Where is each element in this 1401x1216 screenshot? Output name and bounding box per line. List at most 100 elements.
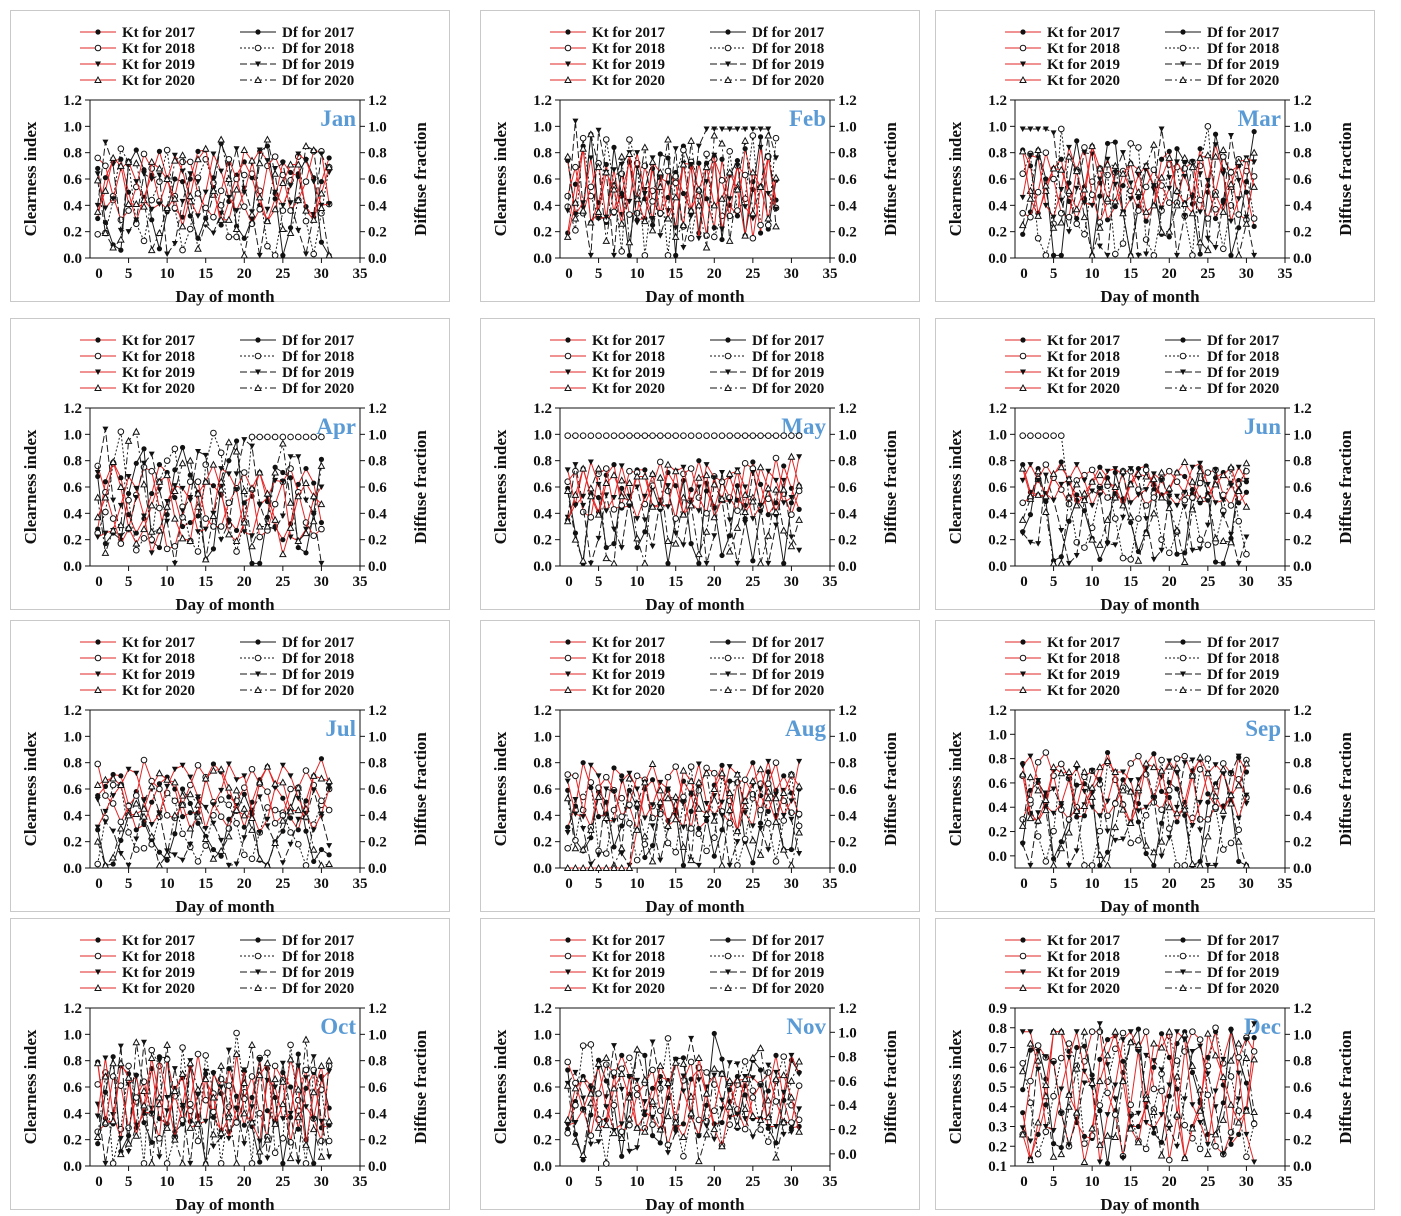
point-kt-2017 bbox=[1174, 1086, 1180, 1092]
x-tick-label: 15 bbox=[1123, 876, 1138, 892]
series-kt-2018 bbox=[564, 759, 803, 832]
point-df-2018 bbox=[579, 1042, 587, 1049]
point-kt-2020 bbox=[1180, 199, 1189, 208]
point-df-2020 bbox=[1096, 1140, 1104, 1148]
point-kt-2018 bbox=[764, 1069, 772, 1076]
point-df-2019 bbox=[1073, 552, 1080, 559]
series-kt-2019 bbox=[564, 758, 803, 831]
point-df-2017 bbox=[1135, 819, 1142, 825]
y-right-tick-label: 1.2 bbox=[1293, 401, 1312, 417]
point-df-2020 bbox=[1096, 850, 1104, 858]
point-kt-2017 bbox=[326, 155, 332, 161]
y-left-tick-label: 1.2 bbox=[533, 93, 552, 109]
point-df-2017 bbox=[210, 546, 217, 552]
y-right-tick-label: 1.0 bbox=[368, 1027, 387, 1043]
point-kt-2019 bbox=[703, 462, 710, 468]
point-kt-2019 bbox=[164, 783, 171, 790]
point-df-2020 bbox=[155, 526, 164, 534]
point-kt-2020 bbox=[795, 481, 803, 489]
point-kt-2017 bbox=[1212, 215, 1219, 222]
point-kt-2020 bbox=[718, 194, 726, 202]
month-label: Aug bbox=[785, 716, 826, 741]
point-df-2020 bbox=[147, 1159, 156, 1167]
legend-kt-label: Kt for 2019 bbox=[592, 965, 665, 981]
point-df-2019 bbox=[318, 151, 325, 157]
point-kt-2020 bbox=[1219, 471, 1228, 479]
point-df-2018 bbox=[610, 432, 618, 439]
point-kt-2020 bbox=[147, 1053, 156, 1062]
point-df-2018 bbox=[271, 1149, 279, 1157]
point-kt-2017 bbox=[133, 827, 139, 833]
point-kt-2019 bbox=[1150, 795, 1157, 801]
point-kt-2018 bbox=[687, 825, 695, 832]
y-right-tick-label: 1.0 bbox=[838, 119, 857, 135]
y-left-tick-label: 0.2 bbox=[988, 533, 1007, 549]
point-kt-2020 bbox=[124, 199, 133, 208]
point-kt-2019 bbox=[1112, 1082, 1119, 1089]
legend-kt-marker bbox=[95, 61, 101, 67]
point-kt-2018 bbox=[1019, 816, 1027, 823]
point-kt-2019 bbox=[1135, 172, 1142, 179]
point-kt-2020 bbox=[178, 1069, 187, 1077]
point-kt-2019 bbox=[1197, 209, 1204, 215]
point-df-2019 bbox=[1058, 1110, 1065, 1117]
x-tick-label: 25 bbox=[745, 266, 760, 282]
point-kt-2019 bbox=[757, 1083, 764, 1089]
point-kt-2019 bbox=[1089, 502, 1096, 509]
y-right-tick-label: 1.0 bbox=[838, 729, 857, 745]
point-kt-2019 bbox=[1235, 464, 1242, 471]
point-df-2020 bbox=[1119, 786, 1127, 794]
point-df-2019 bbox=[195, 1092, 201, 1098]
point-df-2020 bbox=[217, 1061, 225, 1069]
y-right-tick-label: 0.4 bbox=[1293, 506, 1312, 522]
point-kt-2020 bbox=[155, 477, 164, 485]
legend-df-label: Df for 2020 bbox=[752, 381, 824, 397]
legend-kt-label: Kt for 2017 bbox=[1047, 25, 1121, 41]
point-kt-2020 bbox=[1234, 486, 1243, 494]
point-kt-2020 bbox=[1165, 153, 1174, 161]
point-df-2017 bbox=[603, 544, 609, 551]
point-kt-2020 bbox=[594, 1123, 603, 1131]
point-df-2018 bbox=[1065, 1040, 1073, 1047]
y-right-tick-label: 0.2 bbox=[368, 533, 387, 549]
point-kt-2019 bbox=[326, 786, 333, 792]
point-df-2017 bbox=[742, 516, 748, 522]
point-df-2020 bbox=[764, 1096, 773, 1104]
point-df-2020 bbox=[248, 1040, 256, 1048]
y-right-tick-label: 0.4 bbox=[1293, 1106, 1312, 1122]
x-axis-label: Day of month bbox=[645, 287, 745, 306]
y-left-tick-label: 0.0 bbox=[988, 251, 1007, 267]
legend-df-label: Df for 2017 bbox=[1207, 333, 1280, 349]
point-df-2018 bbox=[703, 1069, 710, 1076]
point-df-2019 bbox=[796, 1106, 803, 1112]
point-df-2018 bbox=[94, 231, 102, 238]
legend-df-label: Df for 2017 bbox=[282, 933, 355, 949]
y-right-tick-label: 0.6 bbox=[368, 1080, 387, 1096]
legend-kt-label: Kt for 2019 bbox=[1047, 965, 1120, 981]
point-df-2019 bbox=[649, 1039, 656, 1046]
point-df-2017 bbox=[719, 1056, 725, 1062]
point-df-2019 bbox=[1212, 1104, 1219, 1110]
point-kt-2018 bbox=[1027, 1077, 1034, 1085]
point-kt-2020 bbox=[679, 160, 688, 168]
point-df-2019 bbox=[1066, 560, 1072, 567]
point-kt-2019 bbox=[665, 786, 671, 792]
y-left-tick-label: 0.3 bbox=[988, 1120, 1007, 1136]
point-df-2020 bbox=[718, 861, 726, 869]
point-kt-2017 bbox=[1243, 489, 1250, 495]
legend-kt-marker bbox=[1020, 29, 1026, 35]
point-df-2017 bbox=[1112, 469, 1118, 476]
y-right-tick-label: 0.8 bbox=[1293, 146, 1312, 162]
point-df-2017 bbox=[1174, 786, 1180, 792]
point-df-2020 bbox=[201, 555, 210, 563]
point-df-2020 bbox=[93, 837, 102, 845]
point-kt-2019 bbox=[641, 815, 648, 821]
point-df-2017 bbox=[649, 1133, 656, 1139]
point-kt-2019 bbox=[688, 162, 695, 168]
y-left-tick-label: 0.2 bbox=[63, 1133, 82, 1149]
point-df-2017 bbox=[164, 857, 170, 863]
point-df-2017 bbox=[727, 533, 733, 539]
point-df-2019 bbox=[295, 454, 302, 460]
x-tick-label: 35 bbox=[823, 574, 838, 590]
point-df-2018 bbox=[649, 432, 656, 439]
